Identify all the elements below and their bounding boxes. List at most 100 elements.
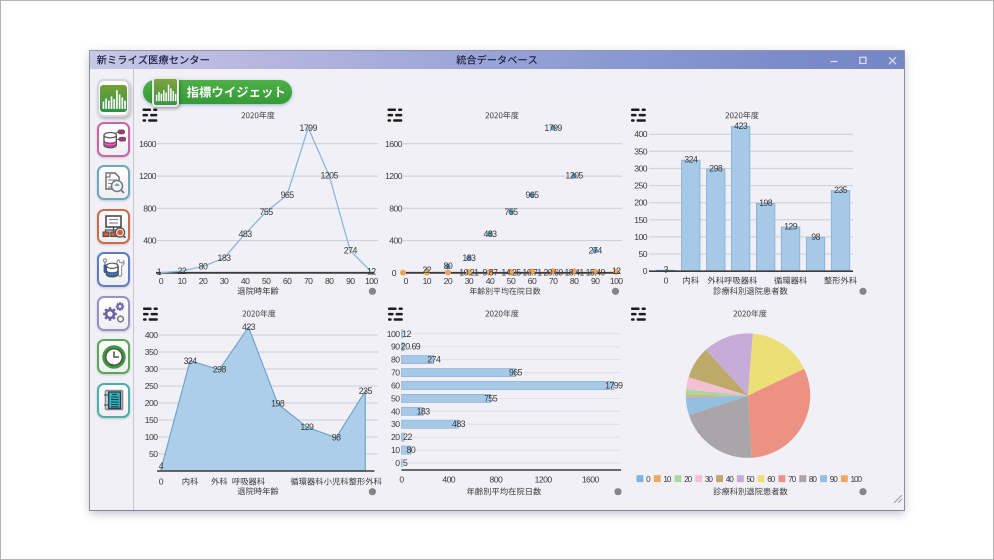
svg-text:5: 5	[403, 458, 408, 468]
svg-text:1200: 1200	[385, 171, 403, 181]
svg-text:1600: 1600	[139, 139, 157, 149]
svg-text:100: 100	[365, 276, 378, 286]
svg-text:70: 70	[788, 475, 797, 484]
svg-text:16.71: 16.71	[522, 267, 542, 277]
svg-text:1600: 1600	[385, 139, 403, 149]
svg-text:0: 0	[664, 276, 669, 286]
svg-text:80: 80	[809, 475, 818, 484]
svg-text:20: 20	[684, 475, 693, 484]
svg-text:1600: 1600	[582, 475, 600, 485]
svg-text:10: 10	[391, 445, 400, 455]
svg-text:50: 50	[507, 276, 516, 286]
svg-text:22: 22	[403, 432, 412, 442]
svg-text:198: 198	[271, 399, 285, 409]
svg-text:0: 0	[643, 266, 648, 276]
svg-text:1200: 1200	[535, 475, 553, 485]
svg-text:0: 0	[395, 458, 400, 468]
svg-text:60: 60	[767, 475, 776, 484]
svg-text:12: 12	[402, 329, 411, 339]
svg-text:400: 400	[389, 236, 402, 246]
svg-text:200: 200	[634, 198, 647, 208]
svg-text:100: 100	[610, 276, 623, 286]
svg-text:40: 40	[726, 475, 735, 484]
svg-text:483: 483	[239, 229, 253, 239]
svg-text:80: 80	[407, 445, 416, 455]
svg-text:400: 400	[143, 236, 156, 246]
svg-text:10: 10	[423, 276, 432, 286]
svg-text:198: 198	[759, 198, 773, 208]
svg-text:100: 100	[387, 329, 400, 339]
svg-text:274: 274	[344, 246, 358, 256]
svg-text:965: 965	[281, 190, 295, 200]
svg-text:129: 129	[784, 222, 798, 232]
svg-text:800: 800	[490, 475, 503, 485]
svg-text:1205: 1205	[321, 171, 339, 181]
svg-text:0: 0	[159, 276, 164, 286]
svg-text:20: 20	[444, 276, 453, 286]
svg-text:150: 150	[145, 415, 158, 425]
svg-text:4: 4	[159, 461, 164, 471]
svg-text:80: 80	[444, 261, 453, 271]
svg-text:14.25: 14.25	[501, 267, 521, 277]
svg-text:70: 70	[391, 368, 400, 378]
svg-text:300: 300	[634, 163, 647, 173]
svg-text:1: 1	[157, 267, 162, 277]
svg-text:235: 235	[359, 386, 373, 396]
svg-text:9.87: 9.87	[483, 267, 499, 277]
svg-text:0: 0	[399, 475, 404, 485]
svg-text:100: 100	[851, 475, 863, 484]
svg-text:30: 30	[220, 276, 229, 286]
svg-text:98: 98	[811, 232, 820, 242]
svg-text:50: 50	[639, 249, 648, 259]
svg-text:100: 100	[634, 232, 647, 242]
svg-text:1205: 1205	[565, 171, 583, 181]
svg-text:274: 274	[589, 246, 603, 256]
svg-text:483: 483	[483, 229, 497, 239]
svg-text:10: 10	[663, 475, 672, 484]
svg-text:12: 12	[612, 266, 621, 276]
svg-text:60: 60	[528, 276, 537, 286]
svg-text:200: 200	[145, 398, 158, 408]
svg-text:22: 22	[422, 265, 431, 275]
svg-text:22: 22	[178, 266, 187, 276]
svg-text:235: 235	[834, 185, 848, 195]
svg-text:30: 30	[705, 475, 714, 484]
svg-text:50: 50	[391, 393, 400, 403]
svg-text:50: 50	[262, 276, 271, 286]
svg-text:90: 90	[591, 276, 600, 286]
svg-text:250: 250	[634, 181, 647, 191]
svg-text:800: 800	[389, 203, 402, 213]
svg-text:50: 50	[747, 475, 756, 484]
svg-text:423: 423	[734, 121, 748, 131]
svg-text:80: 80	[325, 276, 334, 286]
svg-text:400: 400	[634, 129, 647, 139]
svg-text:324: 324	[684, 155, 698, 165]
svg-text:10: 10	[178, 276, 187, 286]
svg-text:483: 483	[452, 419, 466, 429]
svg-text:250: 250	[145, 381, 158, 391]
svg-text:965: 965	[525, 190, 539, 200]
svg-text:1799: 1799	[605, 381, 623, 391]
svg-text:70: 70	[304, 276, 313, 286]
svg-text:20: 20	[391, 432, 400, 442]
svg-text:298: 298	[213, 365, 227, 375]
svg-text:60: 60	[391, 381, 400, 391]
svg-text:274: 274	[427, 355, 441, 365]
svg-text:183: 183	[217, 253, 231, 263]
svg-text:423: 423	[242, 322, 256, 332]
svg-text:30: 30	[465, 276, 474, 286]
svg-text:1200: 1200	[139, 171, 157, 181]
svg-text:300: 300	[145, 364, 158, 374]
svg-text:298: 298	[709, 164, 723, 174]
svg-text:90: 90	[391, 342, 400, 352]
svg-text:60: 60	[283, 276, 292, 286]
svg-text:30: 30	[391, 419, 400, 429]
svg-text:755: 755	[484, 393, 498, 403]
svg-text:80: 80	[199, 261, 208, 271]
svg-text:400: 400	[145, 330, 158, 340]
svg-text:10.21: 10.21	[459, 267, 479, 277]
svg-text:12: 12	[367, 266, 376, 276]
svg-text:1799: 1799	[300, 123, 318, 133]
svg-text:324: 324	[184, 356, 198, 366]
svg-text:3: 3	[664, 265, 669, 275]
